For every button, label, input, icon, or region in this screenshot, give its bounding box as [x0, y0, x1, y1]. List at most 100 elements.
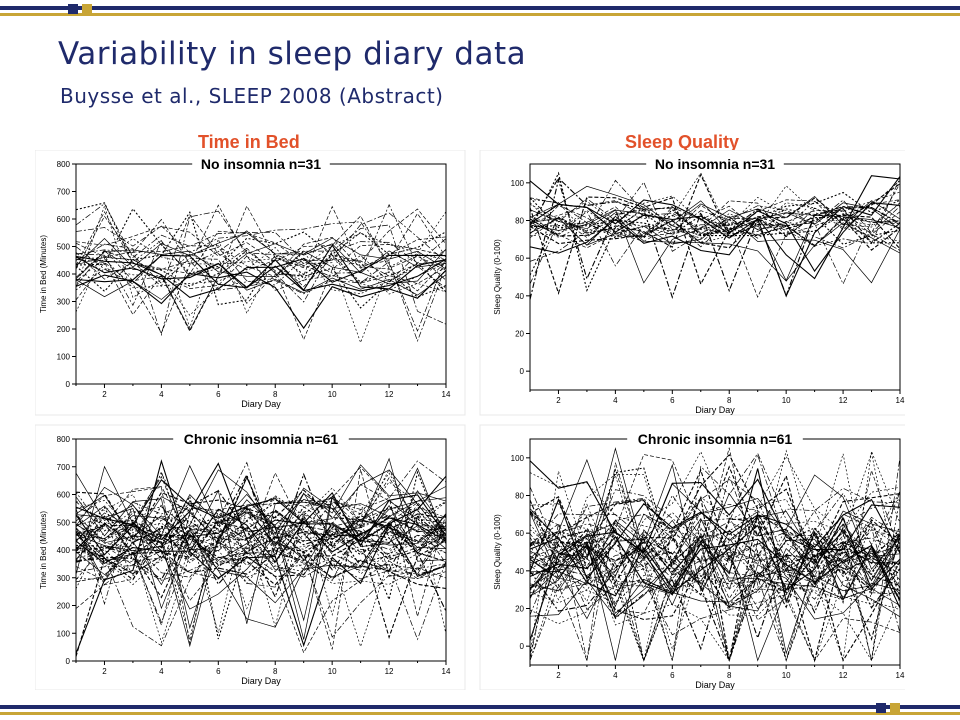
series-line	[530, 487, 900, 564]
y-tick-label: 80	[515, 492, 524, 501]
series-line	[530, 575, 900, 662]
chart-title: No insomnia n=31	[655, 156, 775, 172]
series-line	[76, 203, 446, 289]
series-line	[530, 524, 900, 662]
series-line	[76, 221, 446, 332]
series-line	[530, 180, 900, 299]
y-axis-label: Time in Bed (Minutes)	[39, 511, 48, 589]
series-line	[530, 452, 900, 661]
series-line	[76, 527, 446, 641]
series-line	[530, 171, 900, 292]
series-line	[530, 456, 900, 661]
series-line	[76, 494, 446, 640]
x-tick-label: 8	[727, 671, 732, 680]
series-line	[530, 205, 900, 285]
top-gold-bar	[0, 13, 960, 16]
y-tick-label: 300	[57, 298, 71, 307]
y-tick-label: 600	[57, 491, 71, 500]
y-tick-label: 0	[520, 367, 525, 376]
series-line	[530, 179, 900, 235]
series-lines	[530, 447, 900, 663]
series-line	[76, 215, 446, 271]
series-line	[530, 544, 900, 608]
series-line	[76, 469, 446, 650]
chart-panel-3: 0 100 200 300 400 500 600 700 800 2 4 6 8 10 12 14 Diary…	[35, 424, 466, 690]
series-line	[76, 238, 446, 344]
x-tick-label: 6	[216, 667, 221, 676]
series-line	[530, 537, 900, 602]
chart-panel-4: 0 20 40 60 80 100 2 4 6 8 10 12 14 Diary Day Sleep Qua…	[479, 424, 905, 690]
series-line	[76, 269, 446, 330]
x-tick-label: 6	[216, 390, 221, 399]
series-line	[76, 464, 446, 622]
series-line	[76, 468, 446, 580]
series-line	[76, 255, 446, 316]
series-line	[76, 460, 446, 542]
series-line	[530, 205, 900, 238]
series-line	[76, 514, 446, 599]
series-line	[530, 450, 900, 577]
series-line	[530, 180, 900, 273]
series-line	[76, 526, 446, 609]
series-line	[76, 469, 446, 610]
chart-title: Chronic insomnia n=61	[184, 431, 339, 447]
series-line	[530, 455, 900, 662]
series-line	[530, 521, 900, 662]
x-tick-label: 8	[727, 396, 732, 405]
series-line	[76, 205, 446, 304]
series-line	[76, 457, 446, 562]
series-line	[530, 447, 900, 596]
y-axis-label: Sleep Quality (0-100)	[493, 514, 502, 590]
series-line	[76, 512, 446, 561]
panel-frame	[35, 150, 466, 416]
series-line	[530, 177, 900, 262]
y-tick-label: 60	[515, 529, 524, 538]
x-tick-label: 10	[782, 396, 791, 405]
y-tick-label: 100	[57, 353, 71, 362]
series-line	[530, 218, 900, 251]
x-tick-label: 14	[896, 671, 905, 680]
x-tick-label: 10	[328, 390, 337, 399]
series-line	[76, 499, 446, 552]
x-tick-label: 12	[839, 671, 848, 680]
x-tick-label: 6	[670, 671, 675, 680]
x-tick-label: 8	[273, 667, 278, 676]
series-line	[76, 527, 446, 586]
series-line	[530, 208, 900, 276]
bottom-gold-bar	[0, 712, 960, 715]
series-line	[530, 540, 900, 662]
series-line	[76, 202, 446, 309]
series-line	[76, 475, 446, 657]
y-tick-label: 80	[515, 217, 524, 226]
series-line	[76, 238, 446, 307]
series-line	[76, 489, 446, 624]
series-line	[530, 173, 900, 251]
y-tick-label: 400	[57, 270, 71, 279]
series-lines	[76, 457, 446, 657]
x-tick-label: 4	[613, 396, 618, 405]
series-line	[76, 484, 446, 538]
series-line	[76, 207, 446, 274]
y-tick-label: 700	[57, 463, 71, 472]
y-tick-label: 800	[57, 435, 71, 444]
series-line	[76, 472, 446, 542]
x-tick-label: 12	[385, 390, 394, 399]
series-line	[530, 200, 900, 233]
y-tick-label: 300	[57, 574, 71, 583]
slide-subtitle: Buysse et al., SLEEP 2008 (Abstract)	[60, 84, 444, 108]
series-line	[530, 511, 900, 577]
series-line	[76, 243, 446, 331]
corner-navy-square	[68, 4, 78, 14]
x-tick-label: 14	[896, 396, 905, 405]
series-line	[76, 205, 446, 333]
series-line	[530, 214, 900, 250]
series-line	[530, 498, 900, 580]
y-tick-label: 40	[515, 292, 524, 301]
series-line	[76, 500, 446, 628]
series-lines	[530, 171, 900, 300]
series-line	[530, 454, 900, 661]
x-tick-label: 14	[442, 667, 451, 676]
series-line	[76, 208, 446, 274]
series-lines	[76, 202, 446, 344]
y-tick-label: 600	[57, 215, 71, 224]
